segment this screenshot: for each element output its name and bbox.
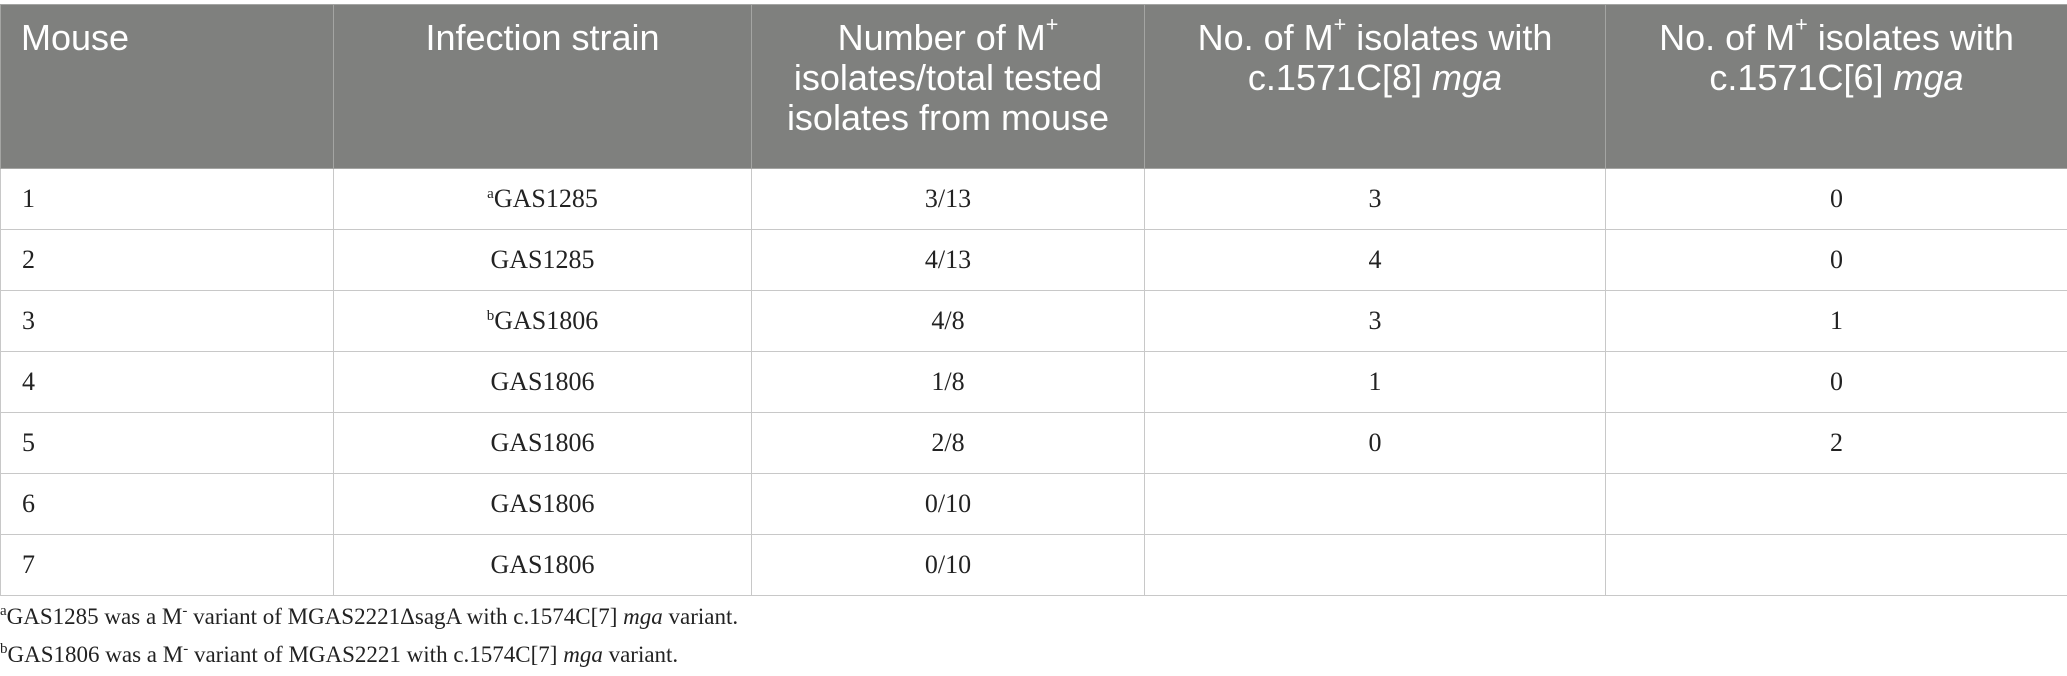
table-header: Mouse Infection strain Number of M+ isol… [0,4,2067,169]
cell-c8 [1144,473,1606,535]
cell-c6: 1 [1605,290,2067,352]
cell-c6: 0 [1605,168,2067,230]
table-row: 6 GAS1806 0/10 [0,473,2067,535]
cell-ratio: 1/8 [751,351,1145,413]
cell-mouse: 7 [0,534,334,596]
table-body: 1 aGAS1285 3/13 3 0 2 GAS1285 4/13 4 0 3… [0,168,2067,596]
cell-mouse: 6 [0,473,334,535]
cell-mouse: 3 [0,290,334,352]
cell-ratio: 0/10 [751,534,1145,596]
header-number-of-isolates: Number of M+ isolates/total tested isola… [751,4,1145,169]
header-c6-isolates: No. of M+ isolates with c.1571C[6] mga [1605,4,2067,169]
header-mouse: Mouse [0,4,334,169]
table-footnotes: aGAS1285 was a M- variant of MGAS2221Δsa… [0,598,738,674]
cell-strain: GAS1806 [333,534,752,596]
cell-ratio: 2/8 [751,412,1145,474]
cell-mouse: 2 [0,229,334,291]
cell-c8: 4 [1144,229,1606,291]
results-table: Mouse Infection strain Number of M+ isol… [0,4,2067,596]
cell-c6: 2 [1605,412,2067,474]
cell-c6: 0 [1605,351,2067,413]
cell-c6: 0 [1605,229,2067,291]
cell-c6 [1605,534,2067,596]
header-row: Mouse Infection strain Number of M+ isol… [0,4,2067,169]
footnote-a: aGAS1285 was a M- variant of MGAS2221Δsa… [0,603,739,630]
table-row: 7 GAS1806 0/10 [0,534,2067,596]
table-row: 5 GAS1806 2/8 0 2 [0,412,2067,474]
cell-ratio: 4/8 [751,290,1145,352]
cell-ratio: 4/13 [751,229,1145,291]
cell-ratio: 3/13 [751,168,1145,230]
cell-c8: 0 [1144,412,1606,474]
header-c8-isolates: No. of M+ isolates with c.1571C[8] mga [1144,4,1606,169]
cell-strain: GAS1806 [333,412,752,474]
cell-mouse: 5 [0,412,334,474]
cell-c8: 3 [1144,290,1606,352]
cell-strain: bGAS1806 [333,290,752,352]
cell-strain: aGAS1285 [333,168,752,230]
header-infection-strain: Infection strain [333,4,752,169]
cell-strain: GAS1806 [333,473,752,535]
cell-c8: 3 [1144,168,1606,230]
table-row: 1 aGAS1285 3/13 3 0 [0,168,2067,230]
cell-strain: GAS1806 [333,351,752,413]
table-row: 2 GAS1285 4/13 4 0 [0,229,2067,291]
cell-c8: 1 [1144,351,1606,413]
footnote-b: bGAS1806 was a M- variant of MGAS2221 wi… [0,641,679,668]
table-row: 3 bGAS1806 4/8 3 1 [0,290,2067,352]
cell-c6 [1605,473,2067,535]
table-row: 4 GAS1806 1/8 1 0 [0,351,2067,413]
cell-strain: GAS1285 [333,229,752,291]
cell-mouse: 4 [0,351,334,413]
cell-c8 [1144,534,1606,596]
cell-ratio: 0/10 [751,473,1145,535]
cell-mouse: 1 [0,168,334,230]
